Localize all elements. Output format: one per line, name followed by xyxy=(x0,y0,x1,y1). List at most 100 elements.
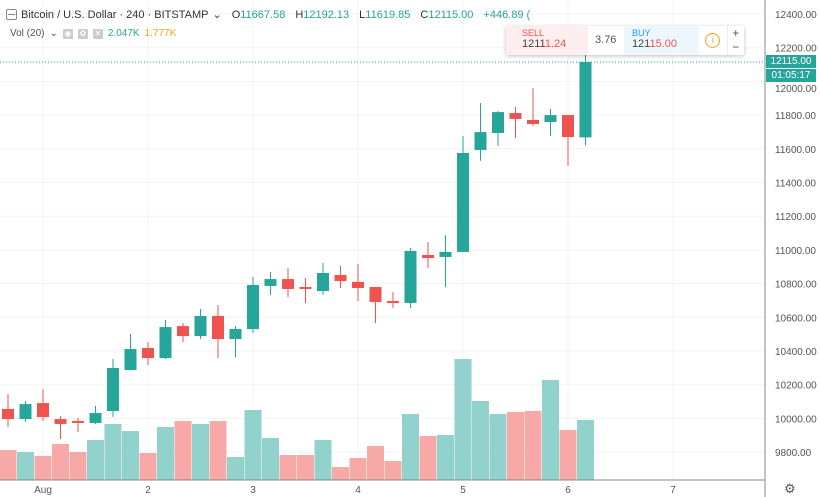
candle-body xyxy=(54,419,67,424)
candle-body xyxy=(19,404,32,420)
volume-bar xyxy=(262,437,279,480)
candle-body xyxy=(404,250,417,303)
ohlc-close: C12115.00 xyxy=(420,8,474,21)
volume-bar xyxy=(297,454,314,480)
volume-bar xyxy=(332,467,349,480)
volume-bar xyxy=(87,440,104,480)
candle-body xyxy=(37,403,49,418)
x-tick-label: 4 xyxy=(355,485,361,496)
minus-button[interactable]: − xyxy=(732,40,740,54)
volume-bar xyxy=(227,457,244,480)
candle-body xyxy=(527,119,539,125)
candle-body xyxy=(334,275,347,282)
y-tick-label: 11400.00 xyxy=(775,179,816,190)
candle-body xyxy=(544,115,557,123)
info-button[interactable]: i xyxy=(699,26,726,55)
info-icon: i xyxy=(705,33,721,48)
candle-body xyxy=(369,286,382,302)
candle-body xyxy=(457,153,469,252)
y-tick-label: 10400.00 xyxy=(775,347,817,358)
volume-bar xyxy=(174,420,192,480)
volume-bar xyxy=(577,420,594,480)
volume-bar xyxy=(244,410,262,480)
x-tick-label: 3 xyxy=(250,485,256,496)
candle-body xyxy=(142,347,154,359)
symbol-legend: Bitcoin / U.S. Dollar · 240 · BITSTAMP ⌄ … xyxy=(6,8,530,21)
buy-button[interactable]: BUY 12115.00 xyxy=(623,26,700,55)
change-value: +446.89 ( xyxy=(483,8,531,21)
candle-body xyxy=(177,326,189,337)
settings-gear-icon[interactable]: ⚙ xyxy=(784,481,796,496)
volume-bar xyxy=(402,414,419,480)
countdown-tag: 01:05:17 xyxy=(766,69,816,82)
x-tick-label: 6 xyxy=(565,485,571,496)
volume-bar xyxy=(384,461,402,480)
y-tick-label: 11200.00 xyxy=(775,212,816,223)
volume-bar xyxy=(69,452,87,480)
ohlc-low: L11619.85 xyxy=(359,8,411,21)
volume-bar xyxy=(437,435,454,480)
candle-body xyxy=(579,62,592,138)
volume-bar xyxy=(559,429,577,480)
volume-bar xyxy=(454,358,472,480)
volume-legend: Vol (20) ⌄ ◉ ✿ ✕ 2.047K 1.777K xyxy=(10,28,176,39)
y-tick-label: 11600.00 xyxy=(775,145,816,156)
collapse-icon[interactable] xyxy=(6,9,17,20)
candle-body xyxy=(72,420,84,423)
candle-body xyxy=(509,113,522,119)
sell-button[interactable]: SELL 12111.24 xyxy=(506,26,588,55)
candle-body xyxy=(264,279,277,286)
gear-icon[interactable]: ✿ xyxy=(77,28,88,39)
candle-body xyxy=(2,408,14,420)
volume-bar xyxy=(314,440,332,480)
y-tick-label: 11800.00 xyxy=(775,111,816,122)
volume-bar xyxy=(367,445,384,480)
volume-value: 2.047K xyxy=(107,28,140,39)
y-tick-label: 12000.00 xyxy=(775,84,817,95)
x-tick-label: 7 xyxy=(670,485,676,496)
volume-label[interactable]: Vol (20) xyxy=(10,28,45,39)
y-tick-label: 10200.00 xyxy=(775,381,817,392)
candle-body xyxy=(282,279,294,289)
chevron-down-icon[interactable]: ⌄ xyxy=(212,9,222,21)
volume-bar xyxy=(507,411,524,480)
volume-bar xyxy=(192,424,209,480)
volume-bar xyxy=(542,380,559,480)
eye-icon[interactable]: ◉ xyxy=(62,28,73,39)
candle-body xyxy=(212,315,224,340)
y-tick-label: 12200.00 xyxy=(775,44,817,55)
last-price-tag: 12115.00 xyxy=(766,55,816,68)
candle-body xyxy=(299,286,312,289)
volume-bar xyxy=(489,414,507,480)
ohlc-high: H12192.13 xyxy=(295,8,350,21)
volume-bar xyxy=(349,458,367,480)
volume-bar xyxy=(279,454,297,480)
candle-body xyxy=(492,112,504,133)
candle-body xyxy=(159,327,172,359)
trade-panel: SELL 12111.24 3.76 BUY 12115.00 i + − xyxy=(506,26,744,55)
y-tick-label: 12400.00 xyxy=(775,10,817,21)
chevron-down-icon[interactable]: ⌄ xyxy=(49,28,58,39)
volume-bar xyxy=(472,401,489,480)
candle-body xyxy=(387,300,399,303)
volume-bar xyxy=(34,455,52,480)
x-tick-label: 2 xyxy=(145,485,151,496)
y-tick-label: 10600.00 xyxy=(775,313,817,324)
candle-body xyxy=(194,315,207,337)
volume-bar xyxy=(52,444,69,480)
candle-body xyxy=(439,251,452,257)
volume-bar xyxy=(419,436,437,480)
volume-bar xyxy=(157,427,174,480)
symbol-title[interactable]: Bitcoin / U.S. Dollar · 240 · BITSTAMP xyxy=(21,8,209,21)
candle-body xyxy=(317,272,329,292)
volume-bar xyxy=(209,420,227,480)
plus-button[interactable]: + xyxy=(732,26,740,40)
candle-body xyxy=(352,281,364,288)
spread-value: 3.76 xyxy=(595,34,617,46)
close-icon[interactable]: ✕ xyxy=(92,28,103,39)
volume-bar xyxy=(122,431,139,480)
volume-bar xyxy=(524,411,542,480)
y-tick-label: 9800.00 xyxy=(775,448,812,459)
y-tick-label: 11000.00 xyxy=(775,246,816,257)
